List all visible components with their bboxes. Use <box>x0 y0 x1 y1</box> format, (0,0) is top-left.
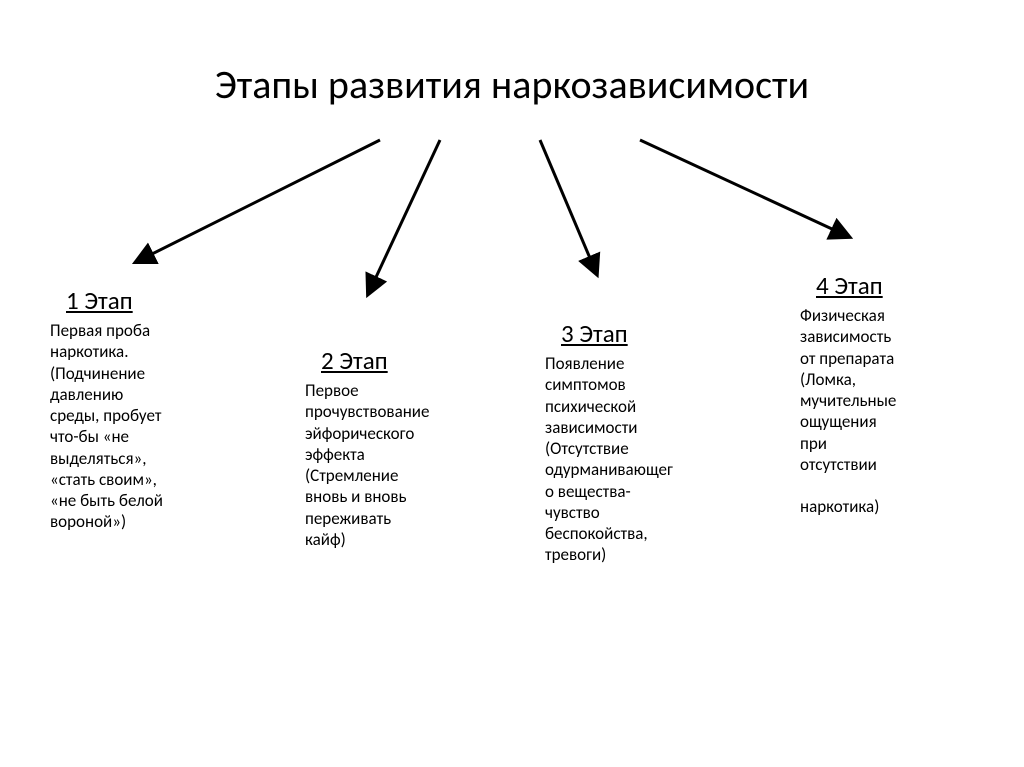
stage-4-body: Физическая зависимость от препарата (Лом… <box>800 305 970 518</box>
stage-2: 2 Этап Первое прочувствование эйфорическ… <box>305 345 485 550</box>
stage-1-heading: 1 Этап <box>50 285 230 316</box>
arrow-1 <box>140 140 380 260</box>
stage-1-body: Первая проба наркотика. (Подчинение давл… <box>50 320 230 533</box>
stage-4-heading: 4 Этап <box>800 270 970 301</box>
stage-1: 1 Этап Первая проба наркотика. (Подчинен… <box>50 285 230 533</box>
stage-4: 4 Этап Физическая зависимость от препара… <box>800 270 970 518</box>
arrow-4 <box>640 140 845 235</box>
stage-2-body: Первое прочувствование эйфорического эфф… <box>305 380 485 550</box>
stage-3: 3 Этап Появление симптомов психической з… <box>545 318 725 566</box>
page-title: Этапы развития наркозависимости <box>0 60 1024 109</box>
arrow-3 <box>540 140 595 270</box>
stage-3-heading: 3 Этап <box>545 318 725 349</box>
stage-2-heading: 2 Этап <box>305 345 485 376</box>
arrow-2 <box>370 140 440 290</box>
stage-3-body: Появление симптомов психической зависимо… <box>545 353 725 566</box>
